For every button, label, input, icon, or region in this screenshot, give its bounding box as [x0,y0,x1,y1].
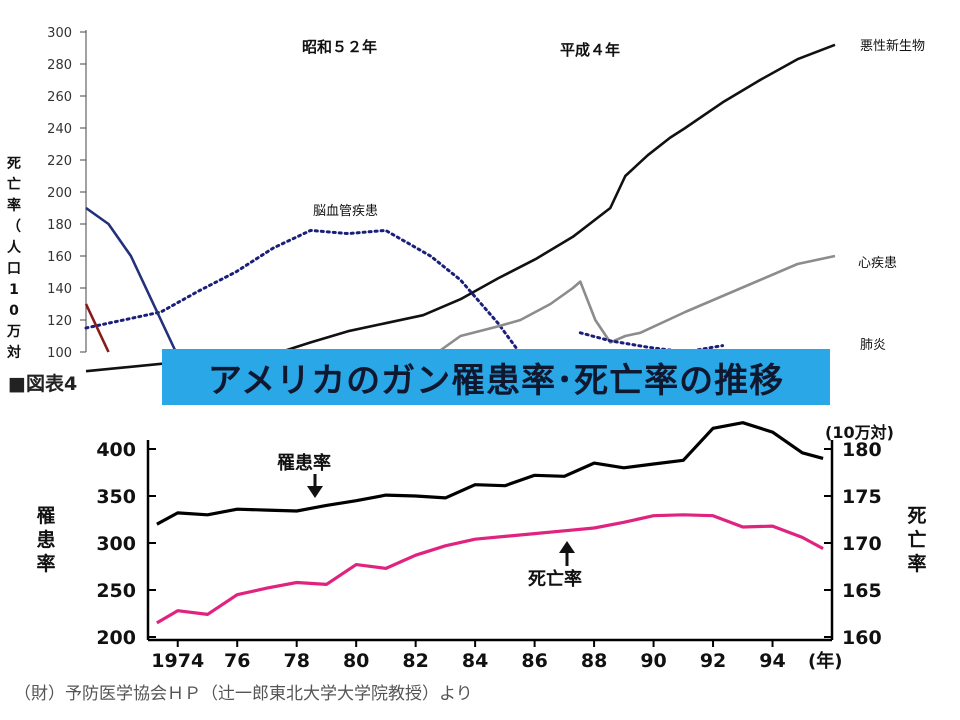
x-tick-label: 84 [462,650,488,672]
top-y-tick-label: 220 [47,154,72,169]
top-y-tick-label: 160 [47,250,72,265]
top-y-tick-label: 280 [47,58,72,73]
top-y-tick-label: 180 [47,218,72,233]
down-arrow [307,474,323,498]
left-y-tick-label: 350 [96,486,136,508]
bottom-series-line-0 [156,421,824,526]
right-y-tick-label: 180 [842,439,882,461]
left-y-tick-label: 400 [96,439,136,461]
left-y-tick-label: 250 [96,580,136,602]
source-note: （財）予防医学協会ＨＰ（辻一郎東北大学大学院教授）より [14,684,473,704]
top-y-tick-label: 240 [47,122,72,137]
legend-pneumonia: 肺炎 [860,338,886,353]
legend-cerebrovascular: 脳血管疾患 [313,204,378,219]
bottom-series-line-1 [156,513,824,625]
x-tick-label: 88 [581,650,607,672]
top-y-axis-label: 死亡率（人口 1 0 万対 [6,156,22,361]
annotation-heisei4: 平成４年 [560,41,620,59]
legend-malignant-neoplasm: 悪性新生物 [860,38,925,54]
title-banner: アメリカのガン罹患率･死亡率の推移 [162,349,830,405]
bottom-chart: 200 250 300 350 400 160 165 170 175 180 1974 76 78 80… [36,421,927,672]
x-axis-unit: (年) [808,650,842,672]
x-tick-label: 78 [283,650,309,672]
incidence-annotation: 罹患率 [277,452,331,474]
right-axis-unit: (10万対) [825,423,894,442]
top-series-line-4 [85,206,178,353]
top-y-tick-label: 300 [47,26,72,41]
top-series-line-1 [84,228,522,356]
annotation-showa52: 昭和５２年 [302,38,377,56]
x-tick-label: 92 [700,650,726,672]
x-tick-label: 90 [640,650,666,672]
x-tick-label: 80 [343,650,369,672]
top-y-tick-label: 120 [47,314,72,329]
top-y-tick-label: 260 [47,90,72,105]
right-y-tick-label: 175 [842,486,882,508]
top-y-tick-label: 100 [47,346,72,361]
left-y-tick-label: 200 [96,627,136,649]
x-tick-label: 1974 [151,650,204,672]
x-tick-label: 82 [402,650,428,672]
incidence-axis-label: 罹患率 [36,505,55,575]
top-y-tick-label: 140 [47,282,72,297]
mortality-annotation: 死亡率 [528,568,582,590]
banner-title: アメリカのガン罹患率･死亡率の推移 [207,360,785,401]
top-series-line-0 [85,43,836,373]
right-y-tick-label: 160 [842,627,882,649]
right-y-tick-label: 165 [842,580,882,602]
right-y-tick-label: 170 [842,533,882,555]
x-tick-label: 94 [759,650,785,672]
top-series-line-5 [84,303,110,353]
top-series-line-2 [437,254,836,354]
top-y-tick-label: 200 [47,186,72,201]
legend-heart-disease: 心疾患 [858,256,897,271]
mortality-axis-label: 死亡率 [907,505,926,575]
up-arrow [559,541,575,566]
figure-label: ■図表4 [8,373,78,395]
x-tick-label: 86 [521,650,547,672]
left-y-tick-label: 300 [96,533,136,555]
x-tick-label: 76 [224,650,250,672]
